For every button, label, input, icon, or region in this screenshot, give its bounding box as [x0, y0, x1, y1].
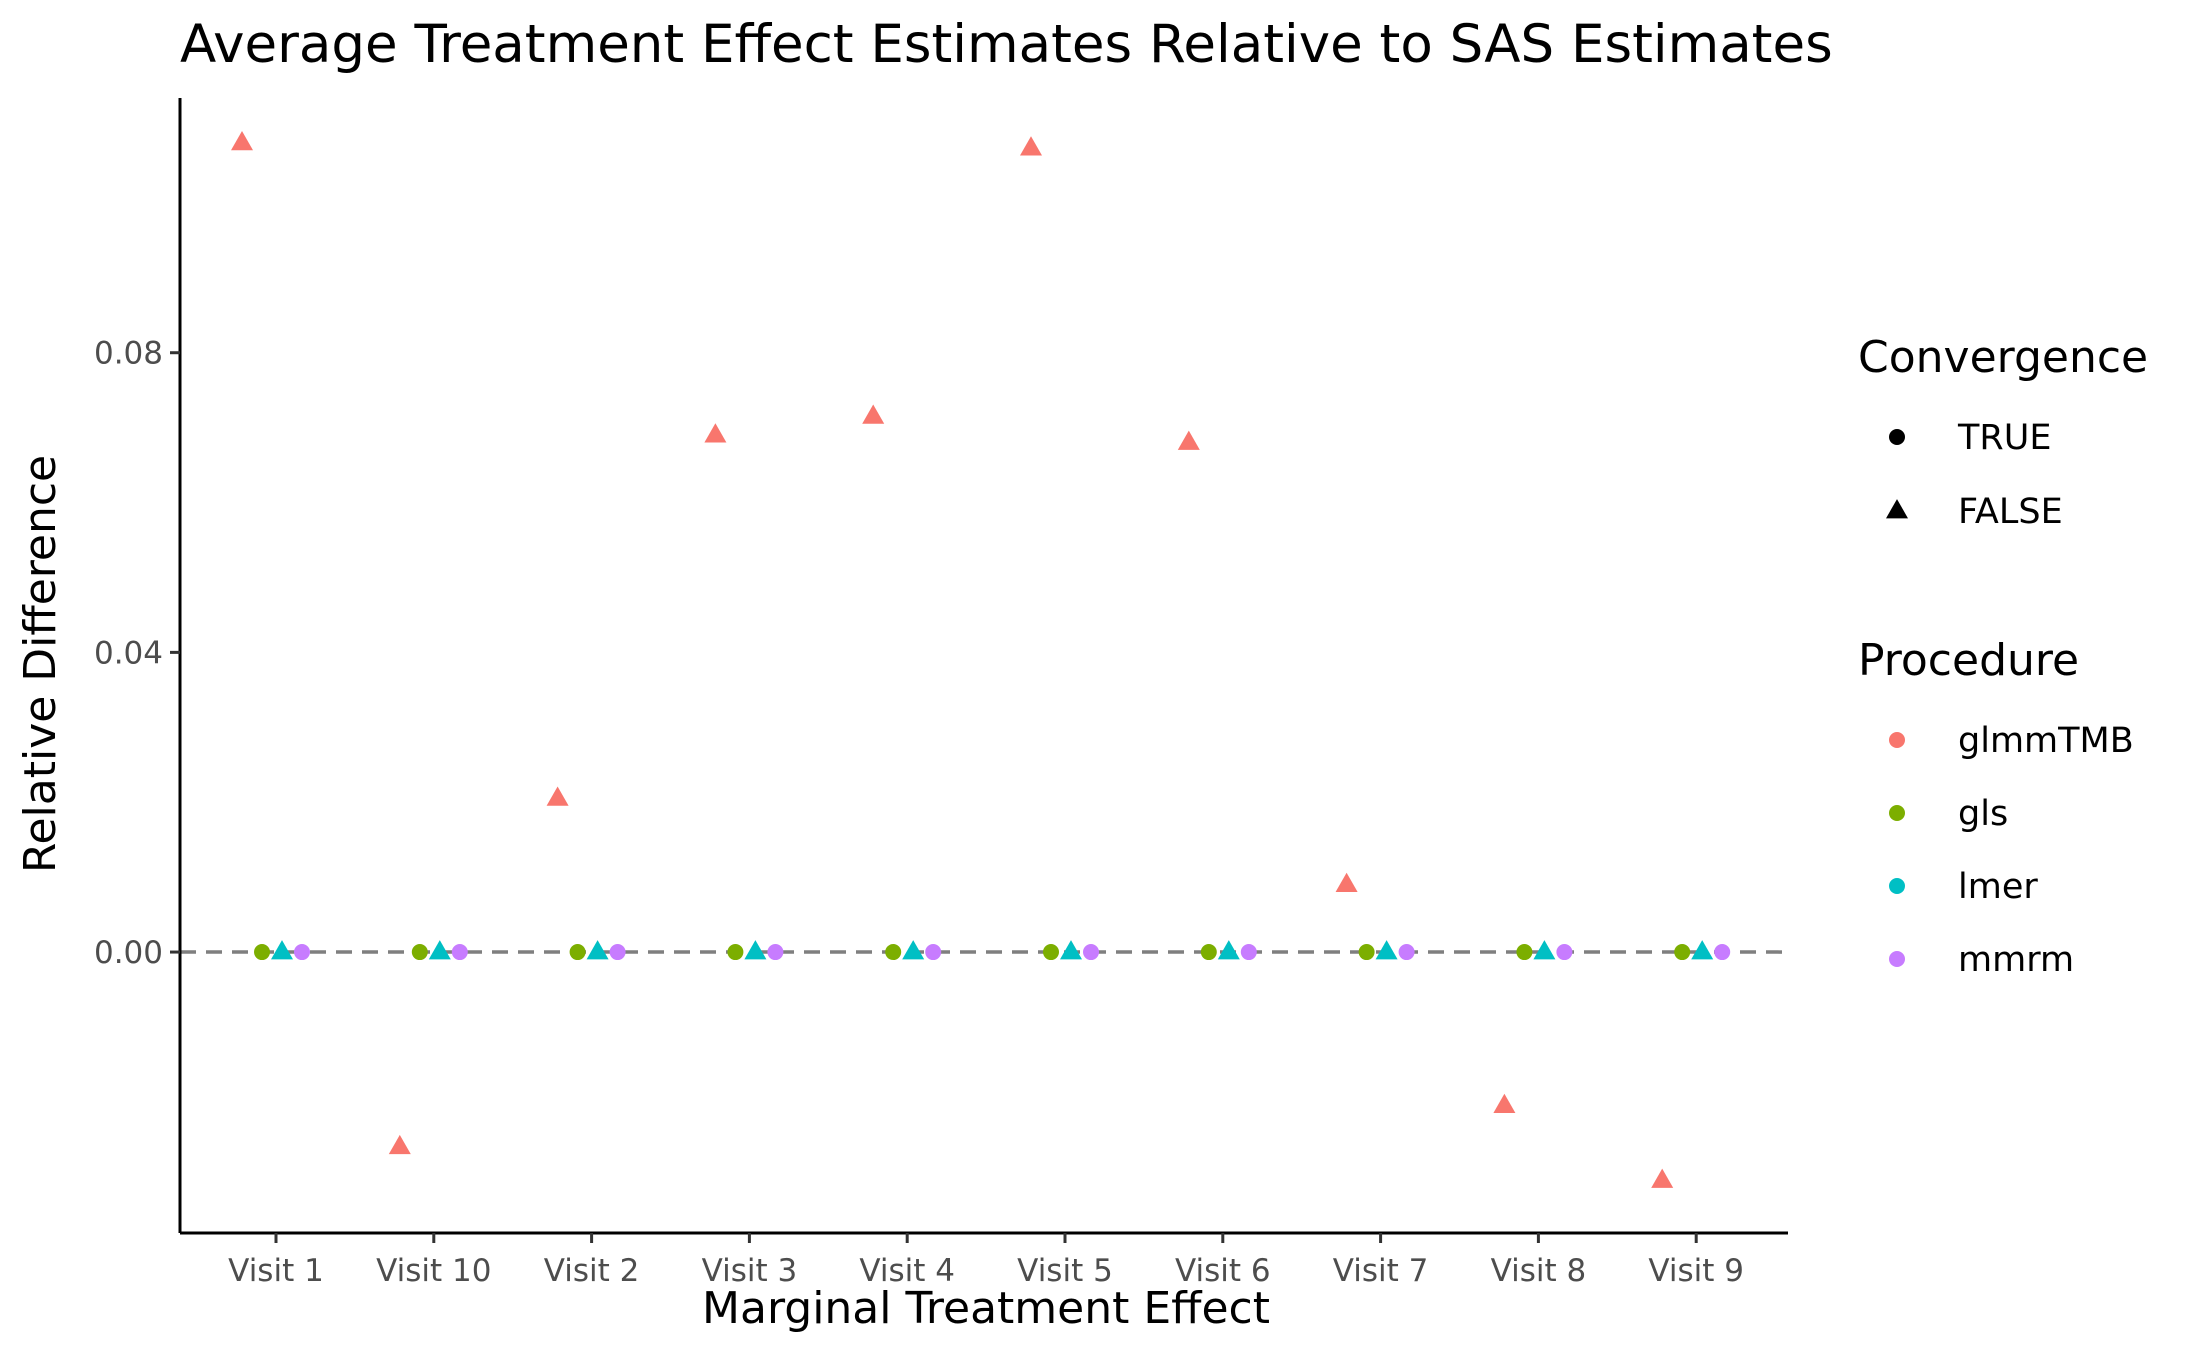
point-gls-visit-3 — [727, 944, 744, 961]
point-glmmtmb-visit-5 — [1020, 136, 1042, 156]
point-mmrm-visit-2 — [609, 944, 626, 961]
x-tick-label-visit-6: Visit 6 — [1175, 1253, 1271, 1289]
point-mmrm-visit-5 — [1083, 944, 1099, 961]
series-mmrm — [294, 944, 1731, 961]
point-lmer-visit-10 — [428, 940, 451, 960]
point-lmer-visit-4 — [902, 940, 925, 960]
point-lmer-visit-5 — [1060, 940, 1082, 960]
x-tick-label-visit-2: Visit 2 — [544, 1253, 640, 1289]
point-gls-visit-1 — [254, 944, 270, 961]
legend-label-lmer: lmer — [1958, 867, 2038, 907]
legend-key-glmmtmb — [1889, 732, 1905, 748]
legend-label-mmrm: mmrm — [1958, 940, 2074, 980]
point-glmmtmb-visit-1 — [231, 131, 253, 151]
y-axis-title: Relative Difference — [15, 455, 66, 873]
x-tick-label-visit-7: Visit 7 — [1333, 1253, 1429, 1289]
point-gls-visit-10 — [411, 944, 428, 961]
point-mmrm-visit-10 — [451, 944, 468, 961]
legend-convergence-title: Convergence — [1858, 332, 2148, 383]
y-tick-label: 0.00 — [94, 935, 163, 971]
point-glmmtmb-visit-7 — [1335, 872, 1358, 892]
point-glmmtmb-visit-10 — [388, 1134, 411, 1155]
point-glmmtmb-visit-9 — [1651, 1168, 1674, 1188]
axes-layer: 0.00 0.04 0.08 Visit 1 Visit 10 Visit 2 Visit … — [94, 98, 1788, 1289]
x-tick-label-visit-1: Visit 1 — [228, 1253, 324, 1289]
point-mmrm-visit-4 — [925, 944, 942, 961]
x-tick-label-visit-10: Visit 10 — [376, 1253, 491, 1289]
point-glmmtmb-visit-6 — [1177, 430, 1200, 450]
points-layer — [231, 131, 1731, 1188]
legend-key-gls — [1889, 805, 1905, 821]
point-lmer-visit-6 — [1217, 940, 1240, 960]
point-lmer-visit-8 — [1533, 940, 1556, 960]
x-tick-label-visit-3: Visit 3 — [702, 1253, 798, 1289]
point-gls-visit-6 — [1200, 944, 1217, 961]
series-lmer — [271, 940, 1714, 960]
point-lmer-visit-2 — [586, 940, 609, 960]
point-mmrm-visit-1 — [294, 944, 310, 961]
point-mmrm-visit-6 — [1240, 944, 1257, 961]
legend-key-lmer — [1889, 878, 1905, 894]
point-lmer-visit-7 — [1375, 940, 1398, 960]
point-gls-visit-2 — [569, 944, 586, 961]
x-tick-label-visit-4: Visit 4 — [859, 1253, 955, 1289]
point-mmrm-visit-7 — [1398, 944, 1415, 961]
legend-label-gls: gls — [1958, 794, 2008, 834]
point-lmer-visit-3 — [744, 940, 767, 960]
point-mmrm-visit-8 — [1556, 944, 1573, 961]
point-lmer-visit-1 — [271, 940, 293, 960]
chart-title: Average Treatment Effect Estimates Relat… — [180, 14, 1833, 75]
legend-label-false: FALSE — [1958, 492, 2063, 532]
point-gls-visit-9 — [1674, 944, 1691, 961]
point-gls-visit-8 — [1516, 944, 1533, 961]
x-tick-label-visit-8: Visit 8 — [1491, 1253, 1587, 1289]
legend-procedure-title: Procedure — [1858, 635, 2079, 686]
y-tick-label: 0.04 — [94, 635, 163, 671]
x-axis-title: Marginal Treatment Effect — [702, 1283, 1270, 1334]
point-glmmtmb-visit-4 — [862, 404, 885, 424]
point-gls-visit-5 — [1043, 944, 1059, 961]
legend-convergence: Convergence TRUE FALSE — [1858, 332, 2148, 532]
point-gls-visit-4 — [885, 944, 902, 961]
point-mmrm-visit-3 — [767, 944, 784, 961]
point-lmer-visit-9 — [1691, 940, 1714, 960]
legend-label-true: TRUE — [1957, 418, 2051, 458]
point-glmmtmb-visit-8 — [1493, 1093, 1516, 1113]
y-tick-label: 0.08 — [94, 336, 163, 372]
point-glmmtmb-visit-3 — [704, 423, 727, 443]
point-gls-visit-7 — [1358, 944, 1375, 961]
legend-key-true — [1889, 429, 1905, 445]
point-mmrm-visit-9 — [1714, 944, 1731, 961]
legend-procedure: Procedure glmmTMB gls lmer mmrm — [1858, 635, 2134, 980]
series-glmmtmb — [231, 131, 1674, 1188]
x-tick-label-visit-5: Visit 5 — [1017, 1253, 1113, 1289]
legend-key-mmrm — [1889, 951, 1905, 967]
legend-label-glmmtmb: glmmTMB — [1958, 721, 2134, 761]
series-gls — [254, 944, 1691, 961]
x-tick-label-visit-9: Visit 9 — [1648, 1253, 1744, 1289]
point-glmmtmb-visit-2 — [546, 786, 569, 806]
legend-key-false — [1886, 499, 1908, 519]
